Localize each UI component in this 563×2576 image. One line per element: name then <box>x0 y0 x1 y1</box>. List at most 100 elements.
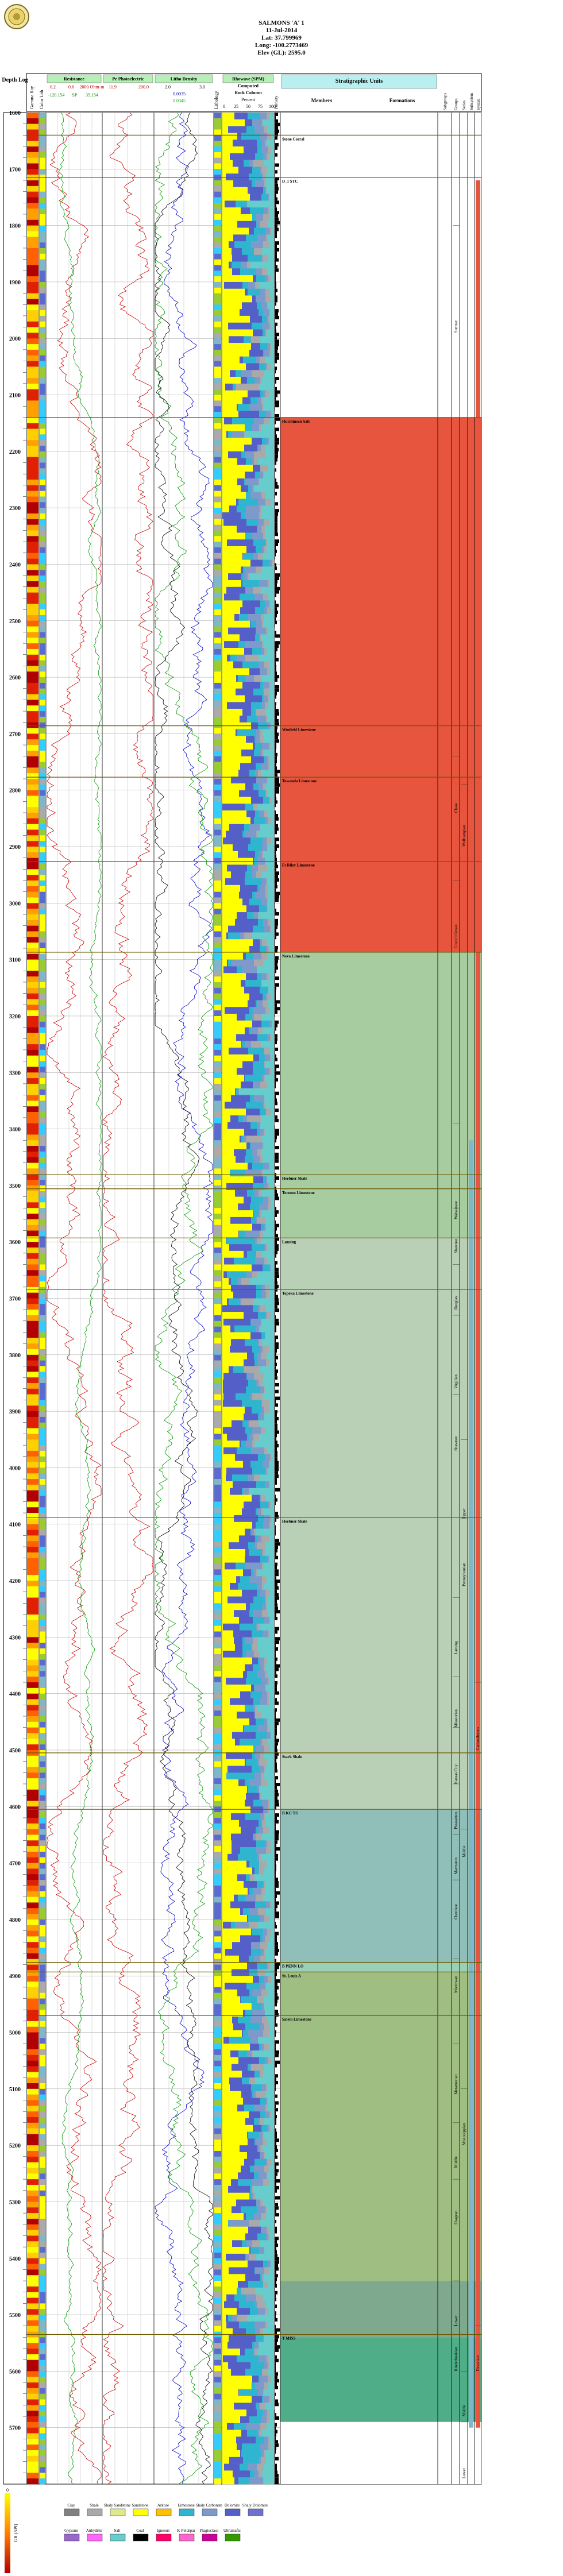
rock-column-segment <box>237 654 245 662</box>
rock-column-segment <box>255 1257 264 1265</box>
porosity-bar <box>275 959 278 963</box>
rock-column-segment <box>263 472 264 479</box>
rock-column-segment <box>268 817 271 824</box>
rock-column-segment <box>257 234 266 242</box>
rock-column-segment <box>265 1216 274 1225</box>
rock-column-segment <box>260 1109 266 1116</box>
rock-column-segment <box>258 1637 274 1644</box>
rock-column-segment <box>249 2219 260 2227</box>
rock-column-segment <box>265 817 268 824</box>
rock-column-segment <box>267 2098 268 2105</box>
rock-column-segment <box>265 1664 274 1671</box>
porosity-bar <box>275 1139 276 1143</box>
rock-column-segment <box>264 417 269 424</box>
porosity-bar <box>275 2053 279 2057</box>
rock-column-segment <box>261 146 268 154</box>
rock-column-segment <box>258 1535 261 1543</box>
rock-column-segment <box>231 1284 256 1292</box>
porosity-bar <box>275 224 277 228</box>
lithology-segment <box>214 338 221 345</box>
gamma-ray-segment <box>27 1659 38 1666</box>
rock-column-segment <box>251 241 263 249</box>
rock-column-segment <box>262 1582 264 1590</box>
rock-column-segment <box>257 1149 261 1157</box>
rock-column-segment <box>260 2071 263 2078</box>
member-label: Salem Limestone <box>282 2017 311 2022</box>
rock-column-segment <box>271 2443 274 2451</box>
gamma-ray-segment <box>27 925 38 932</box>
porosity-bar <box>275 2253 277 2257</box>
rock-column-segment <box>248 573 249 581</box>
rock-column-segment <box>263 1176 266 1184</box>
color-lith-segment <box>40 728 45 734</box>
rock-column-segment <box>240 1440 241 1448</box>
rock-column-segment <box>222 1840 232 1848</box>
rock-column-segment <box>253 553 258 560</box>
rock-column-segment <box>269 2362 274 2369</box>
rock-column-segment <box>263 1380 274 1387</box>
porosity-bar <box>275 245 277 248</box>
rock-column-segment <box>245 1528 250 1536</box>
rock-column-segment <box>263 797 269 804</box>
gamma-ray-segment <box>27 333 38 339</box>
color-lith-segment <box>40 1484 45 1491</box>
gamma-ray-segment <box>27 1033 38 1039</box>
rock-column-segment <box>261 2044 264 2051</box>
rock-column-segment <box>263 1603 266 1611</box>
rock-column-segment <box>259 2457 261 2464</box>
porosity-bar <box>275 1166 279 1170</box>
rock-column-segment <box>271 499 274 506</box>
rock-column-segment <box>247 2050 252 2058</box>
color-lith-segment <box>40 914 45 921</box>
gamma-ray-segment <box>27 1304 38 1310</box>
depth-tick-label: 4800 <box>9 1917 21 1924</box>
rock-column-segment <box>238 499 258 506</box>
rock-column-segment <box>222 234 233 242</box>
lithology-segment <box>214 1490 221 1496</box>
rock-column-segment <box>257 140 262 147</box>
rock-column-segment <box>271 918 274 926</box>
lithology-segment <box>214 615 221 621</box>
porosity-bar <box>275 780 279 783</box>
gamma-ray-segment <box>27 383 38 390</box>
rock-column-segment <box>267 864 274 872</box>
lithology-segment <box>214 2365 221 2372</box>
rock-column-segment <box>222 695 245 702</box>
lithology-segment <box>214 2343 221 2349</box>
gamma-ray-segment <box>27 694 38 700</box>
rock-column-segment <box>245 1664 253 1671</box>
rock-column-segment <box>264 2023 270 2030</box>
rock-column-segment <box>241 2430 247 2437</box>
rock-column-segment <box>256 1847 266 1855</box>
rock-column-segment <box>254 1955 260 1963</box>
color-lith-segment <box>40 1281 45 1288</box>
rock-column-segment <box>222 1325 230 1333</box>
porosity-bar <box>275 970 276 974</box>
rock-column-segment <box>263 349 264 357</box>
gamma-ray-segment <box>27 1439 38 1446</box>
porosity-bar <box>275 2413 276 2417</box>
rock-column-segment <box>222 864 227 872</box>
lithology-segment <box>214 519 221 525</box>
porosity-bar <box>275 1718 280 1722</box>
porosity-bar <box>275 2206 279 2210</box>
lithology-segment <box>214 265 221 271</box>
rock-column-segment <box>222 1712 237 1719</box>
porosity-bar <box>275 312 278 316</box>
porosity-bar <box>275 1214 277 1217</box>
porosity-bar <box>275 2237 279 2241</box>
lithology-segment <box>214 643 221 650</box>
rock-column-segment <box>222 1630 233 1637</box>
rock-column-segment <box>252 322 263 330</box>
porosity-bar <box>275 353 279 357</box>
rock-column-segment <box>260 2240 274 2247</box>
system-band <box>476 180 480 2428</box>
rock-column-segment <box>237 1712 254 1719</box>
rock-column-segment <box>268 2260 271 2268</box>
gamma-ray-segment <box>27 818 38 824</box>
rock-column-segment <box>254 377 260 384</box>
gamma-ray-segment <box>27 2269 38 2276</box>
rock-column-segment <box>252 1264 263 1272</box>
rock-column-segment <box>267 715 274 723</box>
